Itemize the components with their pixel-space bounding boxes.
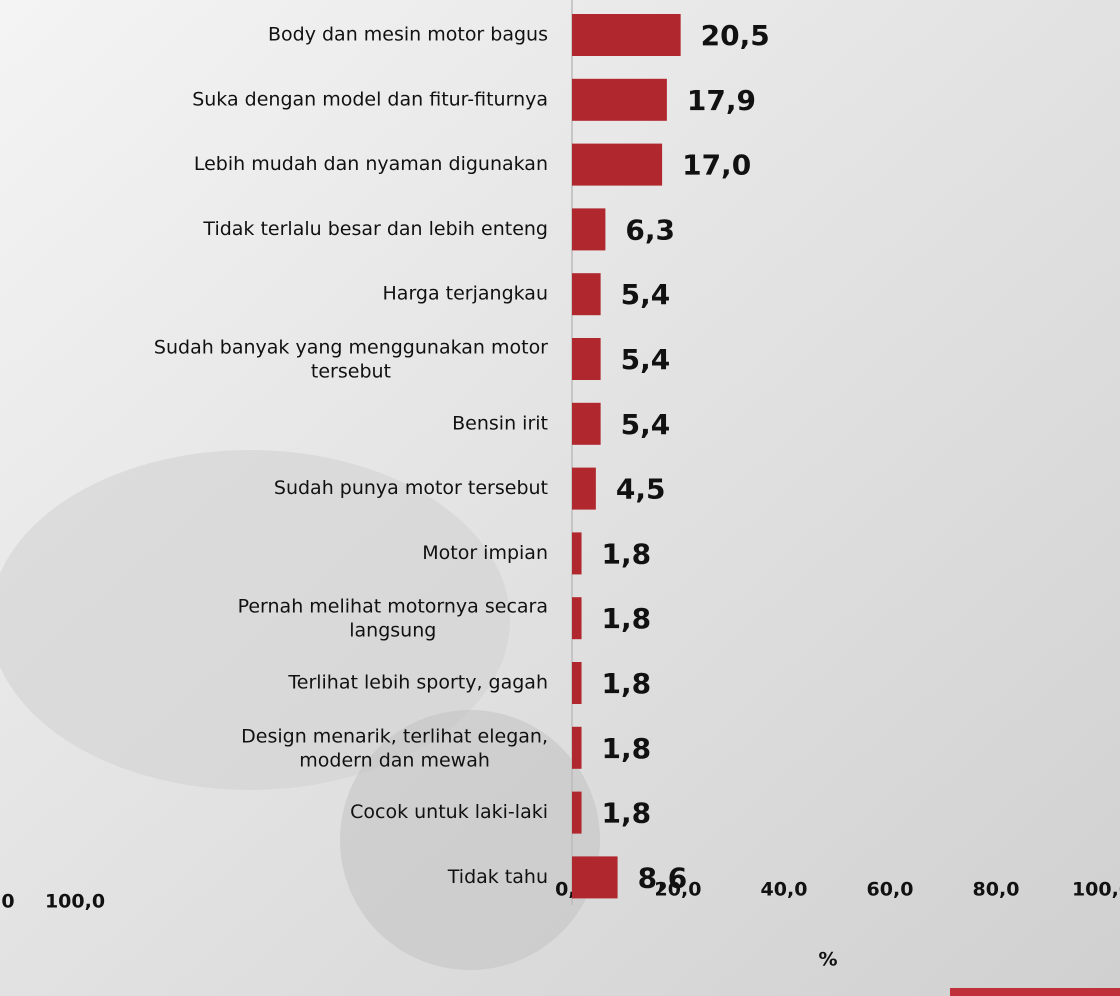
category-label: Sudah punya motor tersebut: [274, 477, 548, 499]
x-axis-label: %: [818, 949, 837, 971]
bar: [572, 338, 601, 380]
value-label: 4,5: [616, 473, 666, 506]
category-label: Cocok untuk laki-laki: [350, 801, 548, 823]
x-tick-label: 40,0: [761, 879, 808, 901]
bar: [572, 532, 582, 575]
category-label: Terlihat lebih sporty, gagah: [287, 672, 548, 694]
value-label: 17,0: [682, 149, 751, 182]
category-label: Bensin irit: [452, 412, 548, 434]
value-label: 1,8: [602, 602, 652, 635]
x-tick-label: 60,0: [867, 879, 914, 901]
background-scooter: [0, 450, 510, 790]
bar: [572, 14, 681, 56]
value-label: 20,5: [701, 19, 770, 52]
value-label: 6,3: [625, 213, 675, 246]
category-label: Sudah banyak yang menggunakan motor: [154, 337, 548, 359]
bar: [572, 402, 601, 445]
value-label: 5,4: [621, 408, 671, 441]
bar: [572, 726, 582, 769]
category-label: Motor impian: [422, 542, 548, 564]
x-tick-label: 20,0: [655, 879, 702, 901]
bar: [572, 273, 601, 316]
category-label: Pernah melihat motornya secara: [238, 596, 548, 618]
corner-accent: [950, 988, 1120, 996]
category-label-wrap: modern dan mewah: [299, 749, 490, 771]
category-label: Tidak tahu: [447, 866, 548, 888]
bar: [572, 208, 606, 251]
category-label: Design menarik, terlihat elegan,: [241, 725, 548, 747]
bar: [572, 597, 582, 640]
category-label-wrap: tersebut: [311, 361, 391, 383]
bar: [572, 662, 582, 704]
value-label: 1,8: [602, 537, 652, 570]
category-label: Body dan mesin motor bagus: [268, 24, 548, 46]
value-label: 5,4: [621, 278, 671, 311]
background-wheel: [340, 710, 600, 970]
value-label: 5,4: [621, 343, 671, 376]
value-label: 17,9: [687, 84, 756, 117]
category-label: Harga terjangkau: [383, 283, 548, 305]
value-label: 1,8: [602, 797, 652, 830]
category-label: Tidak terlalu besar dan lebih enteng: [202, 218, 548, 240]
category-label-wrap: langsung: [349, 620, 436, 642]
x-tick-label: 80,0: [973, 879, 1020, 901]
bar: [572, 467, 596, 510]
category-label: Lebih mudah dan nyaman digunakan: [194, 153, 548, 175]
bar: [572, 791, 582, 834]
partial-axis-label: 100,0: [45, 891, 105, 913]
partial-axis-label: 0: [1, 891, 14, 913]
value-label: 1,8: [602, 667, 652, 700]
category-label: Suka dengan model dan fitur-fiturnya: [192, 88, 548, 110]
value-label: 1,8: [602, 732, 652, 765]
bar: [572, 78, 667, 121]
x-tick-label: 100,0: [1072, 879, 1120, 901]
bar: [572, 856, 618, 899]
bar: [572, 143, 663, 186]
value-label: 8,6: [638, 861, 688, 894]
